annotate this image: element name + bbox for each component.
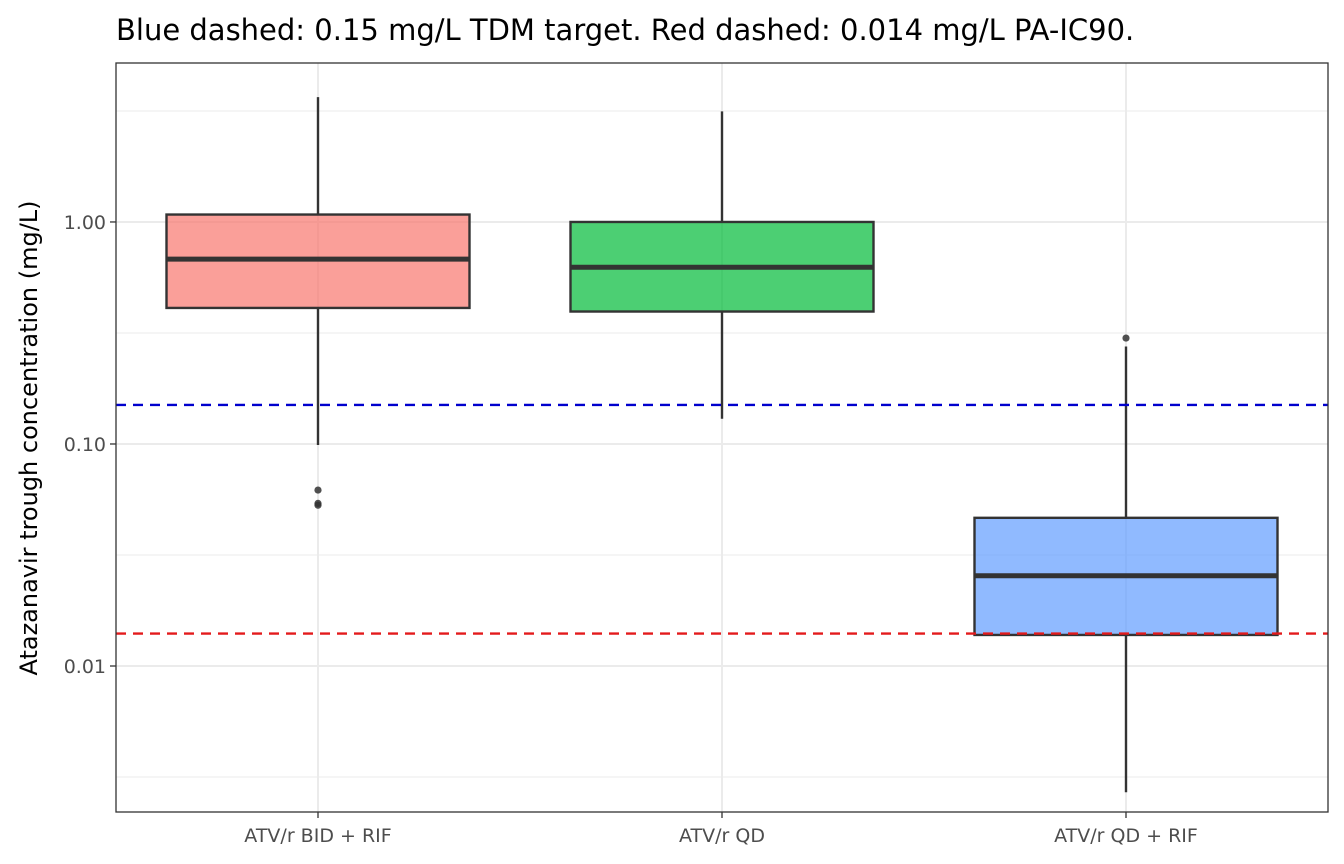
outlier-point [1122, 334, 1130, 342]
x-axis-ticks: ATV/r BID + RIF ATV/r QD ATV/r QD + RIF [244, 812, 1198, 847]
box-3 [973, 334, 1279, 793]
outlier-point [314, 501, 322, 509]
y-tick-label: 1.00 [64, 212, 106, 234]
x-tick-label: ATV/r QD + RIF [1054, 825, 1198, 847]
reference-lines [116, 403, 1328, 635]
x-tick-label: ATV/r BID + RIF [244, 825, 391, 847]
boxes-layer [165, 97, 1279, 793]
y-tick-label: 0.10 [64, 434, 106, 456]
chart-title: Blue dashed: 0.15 mg/L TDM target. Red d… [116, 13, 1134, 47]
box-1 [165, 97, 471, 509]
y-axis-label: Atazanavir trough concentration (mg/L) [15, 200, 43, 675]
y-axis-ticks: 0.01 0.10 1.00 [64, 212, 116, 678]
x-tick-label: ATV/r QD [679, 825, 765, 847]
y-tick-label: 0.01 [64, 656, 106, 678]
box-2 [569, 111, 875, 419]
outlier-point [314, 486, 322, 494]
